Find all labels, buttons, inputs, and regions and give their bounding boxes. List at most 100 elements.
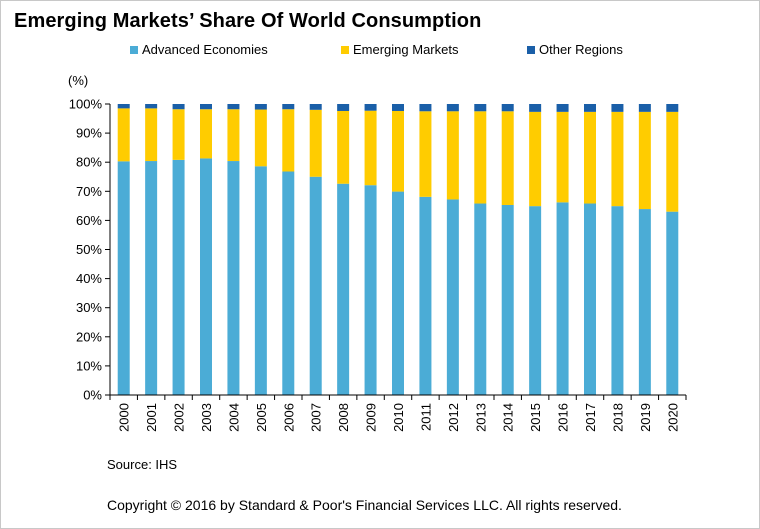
x-tick-label: 2000 bbox=[117, 403, 132, 432]
bar-other-2016 bbox=[556, 104, 569, 112]
legend-item-other: Other Regions bbox=[527, 42, 623, 57]
x-tick-label: 2010 bbox=[391, 403, 406, 432]
y-tick-label: 70% bbox=[76, 184, 102, 199]
bar-advanced-2016 bbox=[556, 202, 569, 395]
y-tick-label: 50% bbox=[76, 242, 102, 257]
bar-emerging-2009 bbox=[364, 110, 377, 186]
bar-other-2004 bbox=[227, 104, 240, 110]
bar-other-2020 bbox=[666, 104, 679, 112]
bar-advanced-2018 bbox=[611, 206, 624, 395]
y-tick-label: 20% bbox=[76, 329, 102, 344]
x-tick-label: 2008 bbox=[336, 403, 351, 432]
x-tick-label: 2002 bbox=[172, 403, 187, 432]
bar-other-2005 bbox=[254, 104, 267, 110]
bar-emerging-2008 bbox=[337, 110, 350, 184]
bar-emerging-2001 bbox=[145, 108, 158, 162]
bar-other-2017 bbox=[584, 104, 596, 112]
bar-advanced-2012 bbox=[446, 199, 459, 395]
y-tick-label: 100% bbox=[69, 97, 103, 112]
y-tick-label: 90% bbox=[76, 126, 102, 141]
y-tick-label: 30% bbox=[76, 300, 102, 315]
bar-other-2002 bbox=[172, 104, 185, 110]
x-tick-label: 2017 bbox=[583, 403, 598, 432]
bar-advanced-2004 bbox=[227, 161, 240, 395]
x-tick-label: 2009 bbox=[364, 403, 379, 432]
y-tick-label: 40% bbox=[76, 271, 102, 286]
bar-other-2010 bbox=[392, 104, 404, 111]
bar-advanced-2005 bbox=[254, 166, 267, 395]
y-axis-unit: (%) bbox=[68, 73, 89, 88]
x-tick-label: 2005 bbox=[254, 403, 269, 432]
x-tick-label: 2001 bbox=[144, 403, 159, 432]
bar-emerging-2015 bbox=[529, 111, 542, 207]
legend-item-advanced: Advanced Economies bbox=[130, 42, 268, 57]
bar-emerging-2011 bbox=[419, 111, 432, 197]
x-tick-label: 2018 bbox=[610, 403, 625, 432]
x-tick-label: 2013 bbox=[473, 403, 488, 432]
bar-advanced-2001 bbox=[145, 161, 158, 395]
bar-other-2009 bbox=[364, 104, 377, 111]
bar-other-2011 bbox=[419, 104, 432, 112]
bar-emerging-2020 bbox=[666, 111, 679, 212]
legend-label-emerging: Emerging Markets bbox=[353, 42, 459, 57]
bar-emerging-2019 bbox=[638, 111, 651, 210]
x-tick-label: 2019 bbox=[638, 403, 653, 432]
bar-advanced-2006 bbox=[282, 171, 295, 395]
bar-other-2008 bbox=[337, 104, 350, 111]
bar-emerging-2004 bbox=[227, 109, 240, 162]
bar-advanced-2020 bbox=[666, 211, 679, 395]
bar-emerging-2000 bbox=[117, 108, 130, 162]
bar-emerging-2002 bbox=[172, 109, 185, 160]
bar-advanced-2017 bbox=[584, 203, 596, 395]
bar-advanced-2009 bbox=[364, 185, 377, 395]
bar-emerging-2003 bbox=[200, 109, 212, 159]
bar-emerging-2012 bbox=[446, 111, 459, 200]
legend: Advanced Economies Emerging Markets Othe… bbox=[0, 42, 760, 62]
x-tick-label: 2016 bbox=[556, 403, 571, 432]
x-tick-label: 2007 bbox=[309, 403, 324, 432]
bar-other-2006 bbox=[282, 104, 295, 110]
x-tick-label: 2004 bbox=[226, 403, 241, 432]
bar-emerging-2006 bbox=[282, 109, 295, 172]
bar-emerging-2014 bbox=[501, 111, 514, 205]
y-tick-label: 60% bbox=[76, 213, 102, 228]
bar-other-2012 bbox=[446, 104, 459, 112]
bar-emerging-2016 bbox=[556, 111, 569, 203]
x-tick-label: 2014 bbox=[501, 403, 516, 432]
x-tick-label: 2012 bbox=[446, 403, 461, 432]
source-note: Source: IHS bbox=[107, 457, 178, 472]
legend-label-other: Other Regions bbox=[539, 42, 623, 57]
bar-advanced-2008 bbox=[337, 183, 350, 395]
bar-other-2000 bbox=[117, 104, 130, 109]
bar-other-2019 bbox=[638, 104, 651, 112]
bar-advanced-2000 bbox=[117, 161, 130, 395]
y-tick-label: 10% bbox=[76, 358, 102, 373]
bar-emerging-2017 bbox=[584, 111, 596, 204]
x-tick-label: 2006 bbox=[281, 403, 296, 432]
bar-advanced-2010 bbox=[392, 191, 404, 395]
bar-advanced-2007 bbox=[309, 176, 322, 395]
y-tick-label: 80% bbox=[76, 155, 102, 170]
bar-other-2003 bbox=[200, 104, 212, 110]
x-tick-label: 2003 bbox=[199, 403, 214, 432]
legend-label-advanced: Advanced Economies bbox=[142, 42, 268, 57]
legend-item-emerging: Emerging Markets bbox=[341, 42, 458, 57]
bar-other-2014 bbox=[501, 104, 514, 112]
legend-swatch-advanced bbox=[130, 45, 138, 54]
bar-advanced-2015 bbox=[529, 206, 542, 395]
x-tick-label: 2020 bbox=[665, 403, 680, 432]
bar-other-2013 bbox=[474, 104, 487, 112]
bar-emerging-2010 bbox=[392, 110, 404, 192]
x-tick-label: 2015 bbox=[528, 403, 543, 432]
bar-other-2007 bbox=[309, 104, 322, 110]
bar-emerging-2013 bbox=[474, 111, 487, 204]
bar-emerging-2018 bbox=[611, 111, 624, 207]
legend-swatch-emerging bbox=[341, 45, 349, 54]
bar-advanced-2019 bbox=[638, 209, 651, 395]
x-tick-label: 2011 bbox=[418, 403, 433, 431]
bar-emerging-2007 bbox=[309, 109, 322, 177]
bar-advanced-2011 bbox=[419, 196, 432, 395]
bar-other-2001 bbox=[145, 104, 158, 109]
bar-advanced-2002 bbox=[172, 159, 185, 395]
